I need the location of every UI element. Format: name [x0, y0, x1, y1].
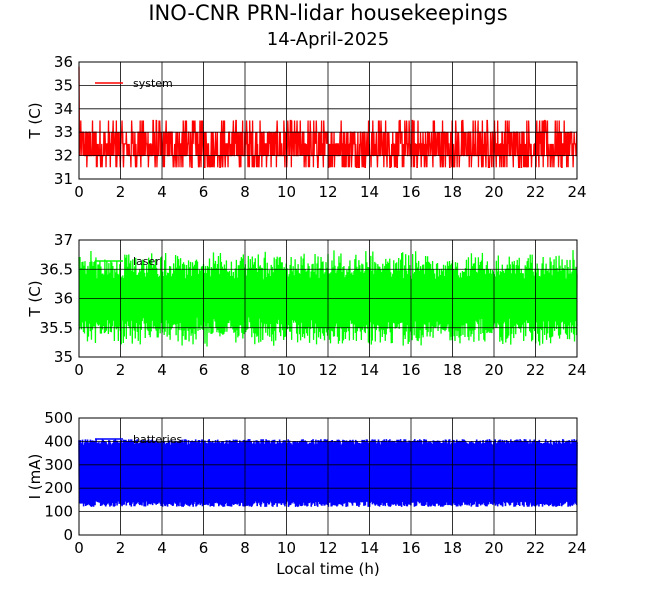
x-tick-label: 6 — [199, 539, 209, 557]
y-tick-label: 36 — [54, 53, 73, 71]
y-tick-label: 200 — [44, 479, 73, 497]
x-tick-label: 16 — [401, 361, 420, 379]
legend-label: laser — [133, 255, 160, 268]
y-tick-label: 32 — [54, 147, 73, 165]
x-tick-label: 22 — [526, 361, 545, 379]
x-tick-label: 8 — [240, 361, 250, 379]
y-tick-label: 37 — [54, 231, 73, 249]
x-tick-label: 20 — [484, 183, 503, 201]
x-tick-label: 0 — [74, 539, 84, 557]
x-tick-label: 10 — [277, 183, 296, 201]
y-tick-label: 35 — [54, 76, 73, 94]
y-tick-label: 0 — [63, 526, 73, 544]
x-tick-label: 8 — [240, 539, 250, 557]
x-tick-label: 24 — [567, 539, 586, 557]
x-tick-label: 2 — [116, 183, 126, 201]
x-tick-label: 12 — [318, 183, 337, 201]
x-tick-label: 22 — [526, 183, 545, 201]
y-axis-label: T (C) — [26, 280, 44, 317]
x-tick-label: 18 — [443, 539, 462, 557]
legend-label: batteries — [133, 433, 182, 446]
y-tick-label: 400 — [44, 432, 73, 450]
x-tick-label: 4 — [157, 183, 167, 201]
y-tick-label: 35.5 — [40, 319, 73, 337]
x-tick-label: 16 — [401, 183, 420, 201]
x-tick-label: 14 — [360, 183, 379, 201]
y-tick-label: 35 — [54, 348, 73, 366]
y-tick-label: 31 — [54, 170, 73, 188]
y-tick-label: 500 — [44, 409, 73, 427]
x-tick-label: 22 — [526, 539, 545, 557]
plot-frame — [78, 239, 578, 358]
y-tick-label: 33 — [54, 123, 73, 141]
chart-title: INO-CNR PRN-lidar housekeepings — [148, 1, 507, 25]
x-tick-label: 24 — [567, 361, 586, 379]
plot-frame — [78, 61, 578, 180]
y-axis-label: I (mA) — [26, 454, 44, 500]
x-tick-label: 18 — [443, 183, 462, 201]
legend-label: system — [133, 77, 173, 90]
y-tick-label: 36 — [54, 290, 73, 308]
x-tick-label: 20 — [484, 539, 503, 557]
x-tick-label: 14 — [360, 539, 379, 557]
y-tick-label: 300 — [44, 456, 73, 474]
x-tick-label: 24 — [567, 183, 586, 201]
x-axis-label: Local time (h) — [276, 560, 380, 578]
x-tick-label: 10 — [277, 539, 296, 557]
x-tick-label: 8 — [240, 183, 250, 201]
x-tick-label: 12 — [318, 361, 337, 379]
x-tick-label: 20 — [484, 361, 503, 379]
x-tick-label: 16 — [401, 539, 420, 557]
x-tick-label: 6 — [199, 361, 209, 379]
x-tick-label: 14 — [360, 361, 379, 379]
y-axis-label: T (C) — [26, 102, 44, 139]
x-tick-label: 4 — [157, 361, 167, 379]
x-tick-label: 2 — [116, 361, 126, 379]
y-tick-label: 100 — [44, 503, 73, 521]
x-tick-label: 10 — [277, 361, 296, 379]
y-tick-label: 36.5 — [40, 260, 73, 278]
x-tick-label: 0 — [74, 183, 84, 201]
x-tick-label: 4 — [157, 539, 167, 557]
x-tick-label: 0 — [74, 361, 84, 379]
x-tick-label: 18 — [443, 361, 462, 379]
plot-frame — [78, 417, 578, 536]
x-tick-label: 2 — [116, 539, 126, 557]
x-tick-label: 12 — [318, 539, 337, 557]
chart-subtitle: 14-April-2025 — [267, 29, 389, 50]
x-tick-label: 6 — [199, 183, 209, 201]
y-tick-label: 34 — [54, 100, 73, 118]
